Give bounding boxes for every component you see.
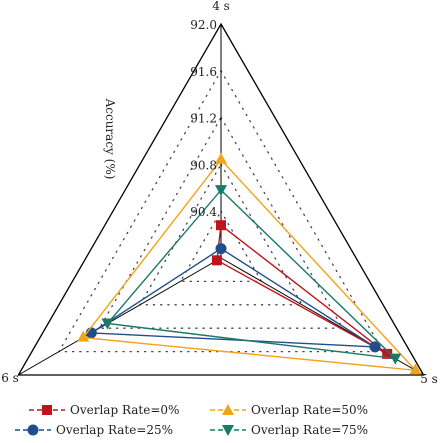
series-3-point-2 [101, 318, 114, 330]
series-layer [77, 152, 422, 375]
legend-label: Overlap Rate=50% [251, 402, 369, 417]
legend-swatch-circle [15, 424, 51, 435]
grid-layer [57, 69, 385, 353]
series-3-point-1 [389, 353, 402, 365]
series-2-outline [81, 158, 418, 372]
legend-item-1: Overlap Rate=25% [13, 422, 173, 442]
legend-item-0: Overlap Rate=0% [27, 402, 179, 422]
legend-label: Overlap Rate=25% [56, 422, 174, 437]
series-1-point-0 [215, 243, 227, 255]
series-1-outline [89, 247, 378, 348]
legend-item-2: Overlap Rate=50% [208, 402, 368, 422]
radar-chart: 92.0 91.6 91.2 90.8 90.4 4 s 5 s 6 s Accuracy (%… [1, 0, 438, 386]
series-0-outline [216, 223, 388, 355]
series-3-point-0 [215, 185, 227, 197]
series-0-point-1 [382, 348, 393, 359]
legend-label: Overlap Rate=75% [251, 422, 369, 437]
series-3-outline [106, 189, 398, 360]
series-1-point-1 [369, 341, 381, 353]
radial-tick-label: 90.8 [190, 158, 217, 172]
series-2-point-1 [409, 363, 422, 375]
legend-swatch-triangle-up [210, 403, 246, 415]
series-0-point-2 [211, 255, 222, 266]
radial-axis-title: Accuracy (%) [103, 98, 117, 180]
label-layer: 92.0 91.6 91.2 90.8 90.4 4 s 5 s 6 s Accuracy (%… [1, 0, 438, 386]
legend: Overlap Rate=0% Overlap Rate=50% Overlap… [0, 392, 443, 443]
legend-swatch-triangle-down [210, 424, 246, 436]
grid-triangle [179, 209, 263, 283]
axis-label-2: 6 s [1, 371, 19, 385]
series-2-point-0 [215, 152, 227, 164]
axis-label-1: 5 s [420, 372, 438, 386]
series-0-point-0 [216, 220, 226, 231]
axis-label-0: 4 s [212, 0, 230, 13]
axis-layer [17, 22, 425, 376]
radial-tick-label: 91.2 [190, 112, 217, 126]
legend-label: Overlap Rate=0% [70, 402, 180, 417]
legend-item-3: Overlap Rate=75% [208, 422, 368, 442]
radial-tick-label: 92.0 [190, 18, 217, 32]
radial-tick-label: 90.4 [190, 205, 217, 219]
radial-tick-label: 91.6 [190, 65, 217, 79]
radial-axis-line [18, 257, 222, 376]
legend-swatch-square [29, 404, 65, 415]
series-2-point-2 [77, 330, 90, 342]
outer-triangle [17, 22, 425, 376]
